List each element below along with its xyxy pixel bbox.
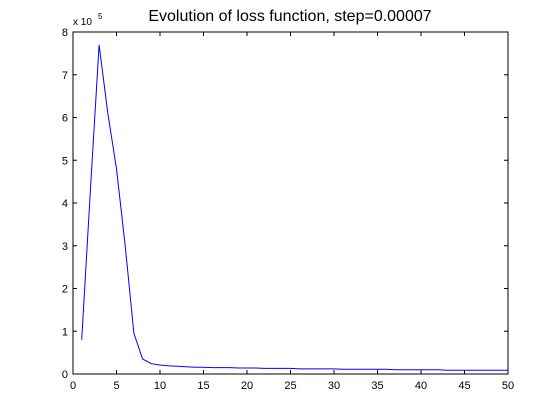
x-tick-label: 15 (197, 380, 209, 392)
y-tick-label: 7 (62, 70, 68, 82)
y-axis-multiplier-base: x 10 (73, 17, 92, 28)
y-tick-label: 6 (62, 113, 68, 125)
y-tick-label: 1 (62, 326, 68, 338)
y-tick-label: 5 (62, 155, 68, 167)
y-axis-multiplier-exponent: 5 (98, 12, 103, 21)
x-tick-label: 45 (458, 380, 470, 392)
y-tick-label: 0 (62, 369, 68, 381)
chart-title: Evolution of loss function, step=0.00007 (148, 8, 431, 25)
y-tick-label: 2 (62, 284, 68, 296)
x-tick-label: 40 (415, 380, 427, 392)
x-tick-label: 50 (502, 380, 514, 392)
y-tick-label: 4 (62, 198, 68, 210)
x-tick-label: 20 (241, 380, 253, 392)
x-tick-label: 10 (154, 380, 166, 392)
y-tick-label: 3 (62, 241, 68, 253)
x-tick-label: 30 (328, 380, 340, 392)
x-tick-label: 5 (113, 380, 119, 392)
x-tick-label: 0 (70, 380, 76, 392)
x-tick-label: 35 (371, 380, 383, 392)
y-tick-label: 8 (62, 27, 68, 39)
loss-series-line (81, 44, 508, 371)
x-tick-label: 25 (284, 380, 296, 392)
